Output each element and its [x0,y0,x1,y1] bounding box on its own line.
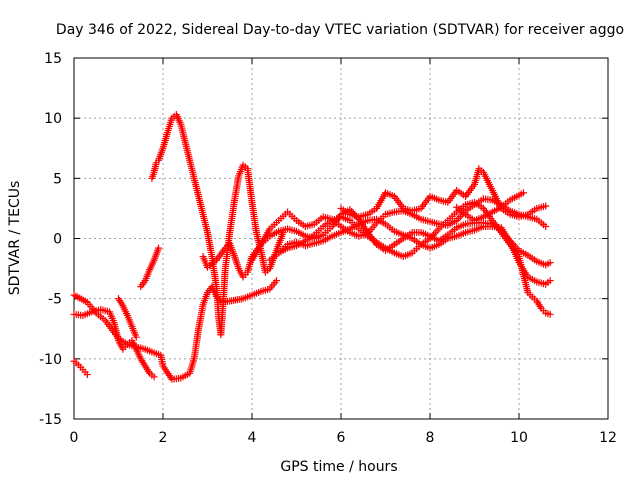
data-point-marker [150,373,158,381]
y-tick-label: -10 [39,352,62,368]
series-track-c [70,357,91,378]
ticks-layer: 0 2 4 6 8 10 12 -15 -10 -5 0 5 10 15 [39,51,617,446]
series-track-i [266,215,554,288]
grid-layer [74,58,608,419]
x-tick-label: 2 [159,430,168,446]
points-layer [70,111,554,383]
x-axis-label: GPS time / hours [280,459,397,475]
data-point-marker [132,333,140,341]
data-point-marker [542,202,550,210]
data-point-marker [546,259,554,267]
data-point-marker [83,370,91,378]
x-tick-label: 6 [337,430,346,446]
data-point-marker [519,189,527,197]
y-tick-label: -5 [48,292,62,308]
data-point-marker [546,310,554,318]
x-tick-label: 12 [599,430,617,446]
y-tick-label: -15 [39,412,62,428]
x-tick-label: 10 [510,430,528,446]
y-tick-label: 0 [53,232,62,248]
series-track-d [115,295,140,341]
plot-frame [73,57,609,420]
x-tick-label: 4 [248,430,257,446]
series-track-l [453,189,527,224]
data-point-marker [272,277,280,285]
y-tick-label: 10 [44,111,62,127]
series-track-j [275,198,554,318]
y-tick-label: 5 [53,171,62,187]
data-point-marker [542,222,550,230]
y-tick-label: 15 [44,51,62,67]
series-track-f [148,111,287,339]
series-track-e [137,244,163,291]
x-tick-label: 0 [70,430,79,446]
series-track-a [70,277,280,383]
data-point-marker [155,244,163,252]
series-track-b [70,305,158,381]
chart-title: Day 346 of 2022, Sidereal Day-to-day VTE… [56,22,624,38]
data-point-marker [546,277,554,285]
x-tick-label: 8 [426,430,435,446]
y-axis-label: SDTVAR / TECUs [7,181,23,296]
